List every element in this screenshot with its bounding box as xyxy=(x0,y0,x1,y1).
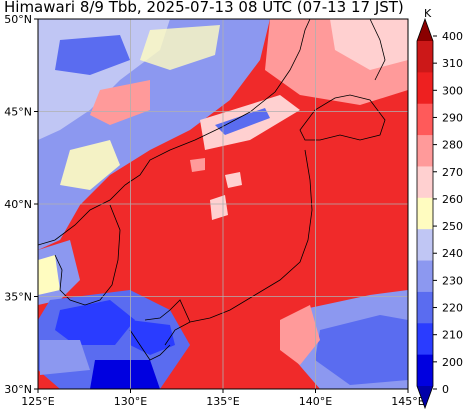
colorbar-label: 260 xyxy=(442,193,463,206)
colorbar-band xyxy=(417,166,433,199)
colorbar-band xyxy=(417,72,433,105)
colorbar-band xyxy=(417,354,433,387)
colorbar-label: 290 xyxy=(442,111,463,124)
colorbar-label: 220 xyxy=(442,302,463,315)
lon-axis: 125°E 130°E 135°E 140°E 145°E xyxy=(21,389,425,408)
lon-tick-label: 140°E xyxy=(299,395,332,408)
colorbar-label: 310 xyxy=(442,57,463,70)
coastlines xyxy=(38,19,386,361)
colorbar-band xyxy=(417,103,433,136)
lon-tick-label: 125°E xyxy=(21,395,54,408)
colorbar-band xyxy=(417,260,433,293)
lat-tick-label: 30°N xyxy=(4,383,32,396)
colorbar-band xyxy=(417,41,433,73)
colorbar-band xyxy=(417,135,433,167)
lon-tick-label: 135°E xyxy=(206,395,239,408)
colorbar-band xyxy=(417,229,433,262)
lon-tick-label: 130°E xyxy=(114,395,147,408)
colorbar: 400 310 300 290 280 270 260 250 240 230 220 210 200 0 xyxy=(416,17,463,409)
colorbar-band xyxy=(417,291,433,324)
colorbar-extend-min xyxy=(417,386,433,408)
colorbar-band xyxy=(417,323,433,356)
gridlines xyxy=(38,19,408,389)
colorbar-label: 230 xyxy=(442,274,463,287)
colorbar-outline xyxy=(416,17,434,409)
colorbar-label: 0 xyxy=(442,383,449,396)
lat-tick-label: 40°N xyxy=(4,198,32,211)
lon-tick-label: 145°E xyxy=(391,395,424,408)
lat-tick-label: 35°N xyxy=(4,291,32,304)
colorbar-label: 210 xyxy=(442,329,463,342)
colorbar-label: 200 xyxy=(442,356,463,369)
colorbar-unit: K xyxy=(424,7,432,20)
colorbar-band xyxy=(417,197,433,230)
lat-axis: 30°N 35°N 40°N 45°N 50°N xyxy=(4,13,38,396)
lat-tick-label: 50°N xyxy=(4,13,32,26)
colorbar-label: 400 xyxy=(442,30,463,43)
colorbar-label: 300 xyxy=(442,84,463,97)
colorbar-extend-max xyxy=(417,19,433,41)
map-title: Himawari 8/9 Tbb, 2025-07-13 08 UTC (07-… xyxy=(4,0,404,16)
lat-tick-label: 45°N xyxy=(4,106,32,119)
colorbar-label: 240 xyxy=(442,247,463,260)
colorbar-label: 280 xyxy=(442,139,463,152)
colorbar-label: 270 xyxy=(442,166,463,179)
colorbar-label: 250 xyxy=(442,220,463,233)
